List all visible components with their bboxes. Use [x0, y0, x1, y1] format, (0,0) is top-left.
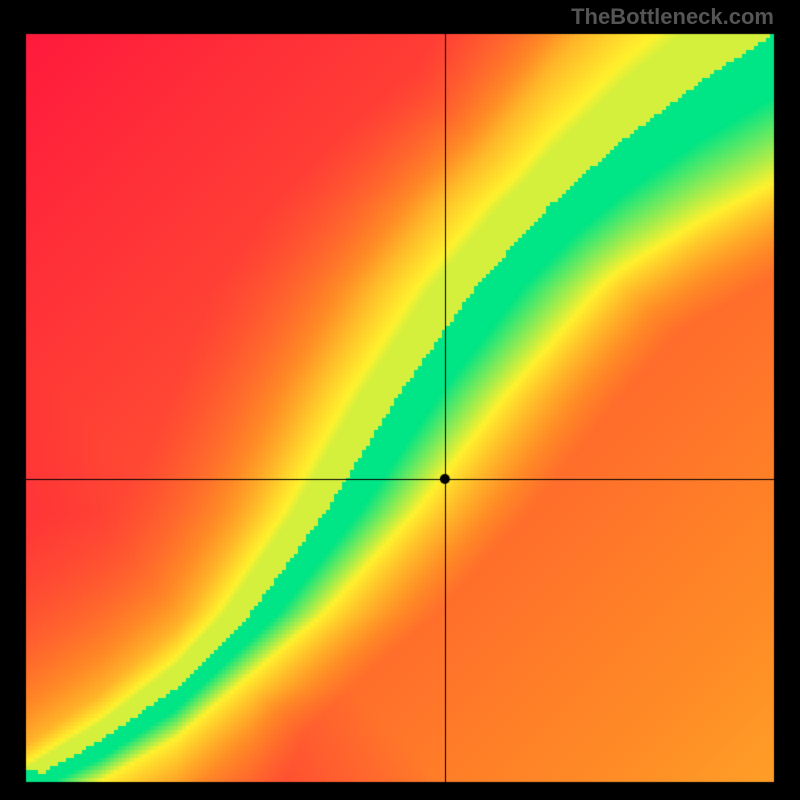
heatmap-plot — [0, 0, 800, 800]
watermark-text: TheBottleneck.com — [571, 4, 774, 30]
chart-container: TheBottleneck.com — [0, 0, 800, 800]
